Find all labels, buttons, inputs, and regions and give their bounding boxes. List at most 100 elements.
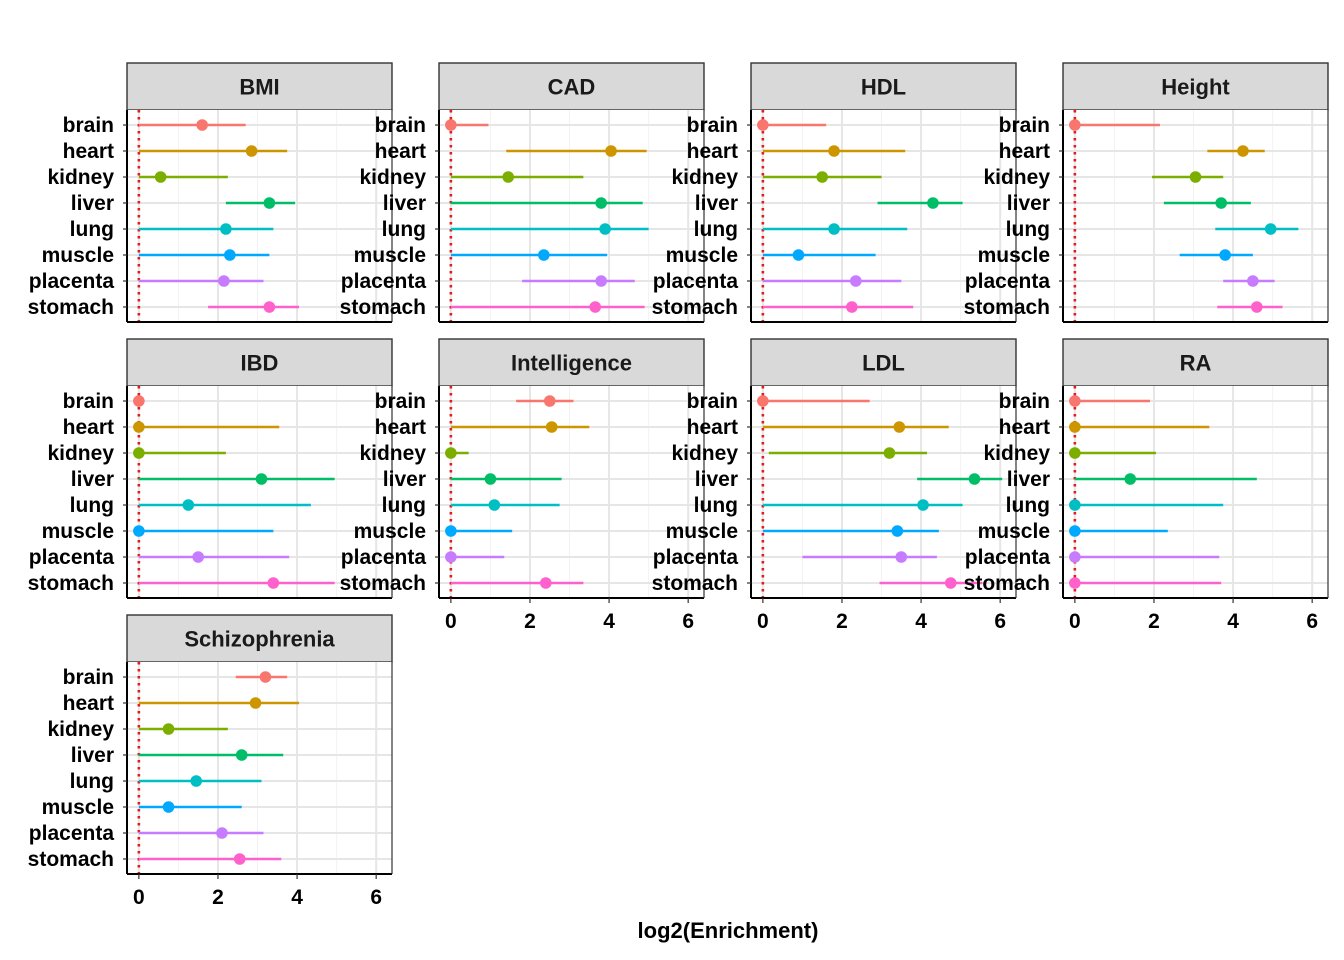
- y-tick-label-liver: liver: [71, 744, 114, 767]
- point-liver: [263, 197, 276, 209]
- point-muscle: [891, 525, 904, 537]
- plot-background: [751, 386, 1016, 598]
- y-tick-label-stomach: stomach: [28, 296, 114, 319]
- strip-background: [438, 62, 705, 111]
- point-placenta: [595, 275, 607, 287]
- y-tick-label-brain: brain: [375, 390, 426, 413]
- y-tick-label-muscle: muscle: [978, 244, 1050, 267]
- point-placenta: [218, 275, 230, 287]
- y-tick-label-heart: heart: [63, 416, 114, 439]
- y-tick-label-brain: brain: [63, 114, 114, 137]
- plot-background: [127, 386, 392, 598]
- point-stomach: [539, 577, 552, 589]
- y-tick-label-brain: brain: [999, 390, 1050, 413]
- point-muscle: [1069, 525, 1081, 537]
- point-brain: [1069, 119, 1081, 131]
- y-tick-label-kidney: kidney: [47, 718, 114, 741]
- strip-background: [126, 614, 393, 663]
- plot-area: brain heart kidney liver lung muscle placenta s…: [28, 662, 393, 909]
- point-heart: [133, 421, 145, 433]
- y-tick-label-muscle: muscle: [354, 520, 426, 543]
- plot-background: [439, 386, 704, 598]
- y-tick-label-placenta: placenta: [29, 270, 115, 293]
- point-muscle: [445, 525, 457, 537]
- plot-area: brain heart kidney liver lung muscle placenta s…: [28, 110, 393, 323]
- y-tick-label-placenta: placenta: [341, 546, 427, 569]
- point-lung: [488, 499, 501, 511]
- y-tick-label-heart: heart: [375, 416, 426, 439]
- point-lung: [917, 499, 929, 511]
- strip-title: Height: [1161, 75, 1230, 100]
- y-tick-label-placenta: placenta: [653, 546, 739, 569]
- point-stomach: [233, 853, 246, 865]
- y-tick-label-brain: brain: [687, 114, 738, 137]
- point-lung: [190, 775, 203, 787]
- point-kidney: [1069, 447, 1081, 459]
- y-tick-label-stomach: stomach: [28, 572, 114, 595]
- strip-title: BMI: [239, 75, 279, 100]
- point-liver: [235, 749, 248, 761]
- plot-area: brain heart kidney liver lung muscle placenta s…: [28, 386, 393, 599]
- strip-background: [750, 338, 1017, 387]
- y-tick-label-lung: lung: [382, 494, 426, 517]
- y-tick-label-brain: brain: [63, 390, 114, 413]
- point-muscle: [792, 249, 805, 261]
- point-heart: [1237, 145, 1249, 157]
- strip-title: LDL: [862, 351, 905, 376]
- x-tick-label: 2: [836, 610, 848, 633]
- point-kidney: [502, 171, 515, 183]
- panel-ldl: LDL brain heart kidney liver lung muscle placen…: [652, 338, 1017, 633]
- strip-title: HDL: [861, 75, 906, 100]
- y-tick-label-stomach: stomach: [652, 296, 738, 319]
- y-tick-label-lung: lung: [70, 494, 114, 517]
- panel-schizophrenia: Schizophrenia brain heart kidney liver lung mu…: [28, 614, 393, 909]
- x-tick-label: 6: [994, 610, 1006, 633]
- x-tick-label: 2: [212, 886, 224, 909]
- x-tick-label: 4: [915, 610, 927, 633]
- y-tick-label-liver: liver: [1007, 192, 1050, 215]
- point-placenta: [1247, 275, 1259, 287]
- y-tick-label-kidney: kidney: [983, 166, 1050, 189]
- y-tick-label-stomach: stomach: [652, 572, 738, 595]
- point-heart: [1069, 421, 1081, 433]
- point-kidney: [883, 447, 896, 459]
- y-tick-label-kidney: kidney: [983, 442, 1050, 465]
- point-stomach: [1251, 301, 1263, 313]
- plot-background: [439, 110, 704, 322]
- y-tick-label-muscle: muscle: [42, 796, 114, 819]
- plot-background: [1063, 386, 1328, 598]
- y-tick-label-muscle: muscle: [666, 244, 738, 267]
- y-tick-label-brain: brain: [687, 390, 738, 413]
- panel-ibd: IBD brain heart kidney liver lung muscle placen…: [28, 338, 393, 599]
- y-tick-label-lung: lung: [694, 494, 738, 517]
- y-tick-label-placenta: placenta: [341, 270, 427, 293]
- point-lung: [1264, 223, 1277, 235]
- y-tick-label-lung: lung: [70, 770, 114, 793]
- x-tick-label: 0: [133, 886, 145, 909]
- y-tick-label-muscle: muscle: [354, 244, 426, 267]
- plot-area: brain heart kidney liver lung muscle placenta s…: [964, 110, 1329, 323]
- point-stomach: [1069, 577, 1081, 589]
- y-tick-label-stomach: stomach: [340, 572, 426, 595]
- point-heart: [249, 697, 262, 709]
- x-tick-label: 2: [524, 610, 536, 633]
- point-placenta: [192, 551, 204, 563]
- panel-ra: RA brain heart kidney liver lung muscle placent…: [964, 338, 1329, 633]
- strip-background: [126, 338, 393, 387]
- point-placenta: [850, 275, 862, 287]
- y-tick-label-stomach: stomach: [964, 296, 1050, 319]
- point-brain: [259, 671, 272, 683]
- y-tick-label-placenta: placenta: [29, 822, 115, 845]
- y-tick-label-kidney: kidney: [671, 166, 738, 189]
- y-tick-label-stomach: stomach: [340, 296, 426, 319]
- point-heart: [245, 145, 258, 157]
- point-liver: [1215, 197, 1228, 209]
- x-tick-label: 0: [445, 610, 457, 633]
- x-tick-label: 6: [682, 610, 694, 633]
- y-tick-label-placenta: placenta: [29, 546, 115, 569]
- y-tick-label-kidney: kidney: [359, 442, 426, 465]
- point-placenta: [1069, 551, 1081, 563]
- panel-bmi: BMI brain heart kidney liver lung muscle placen…: [28, 62, 393, 323]
- x-tick-label: 4: [291, 886, 303, 909]
- point-liver: [484, 473, 497, 485]
